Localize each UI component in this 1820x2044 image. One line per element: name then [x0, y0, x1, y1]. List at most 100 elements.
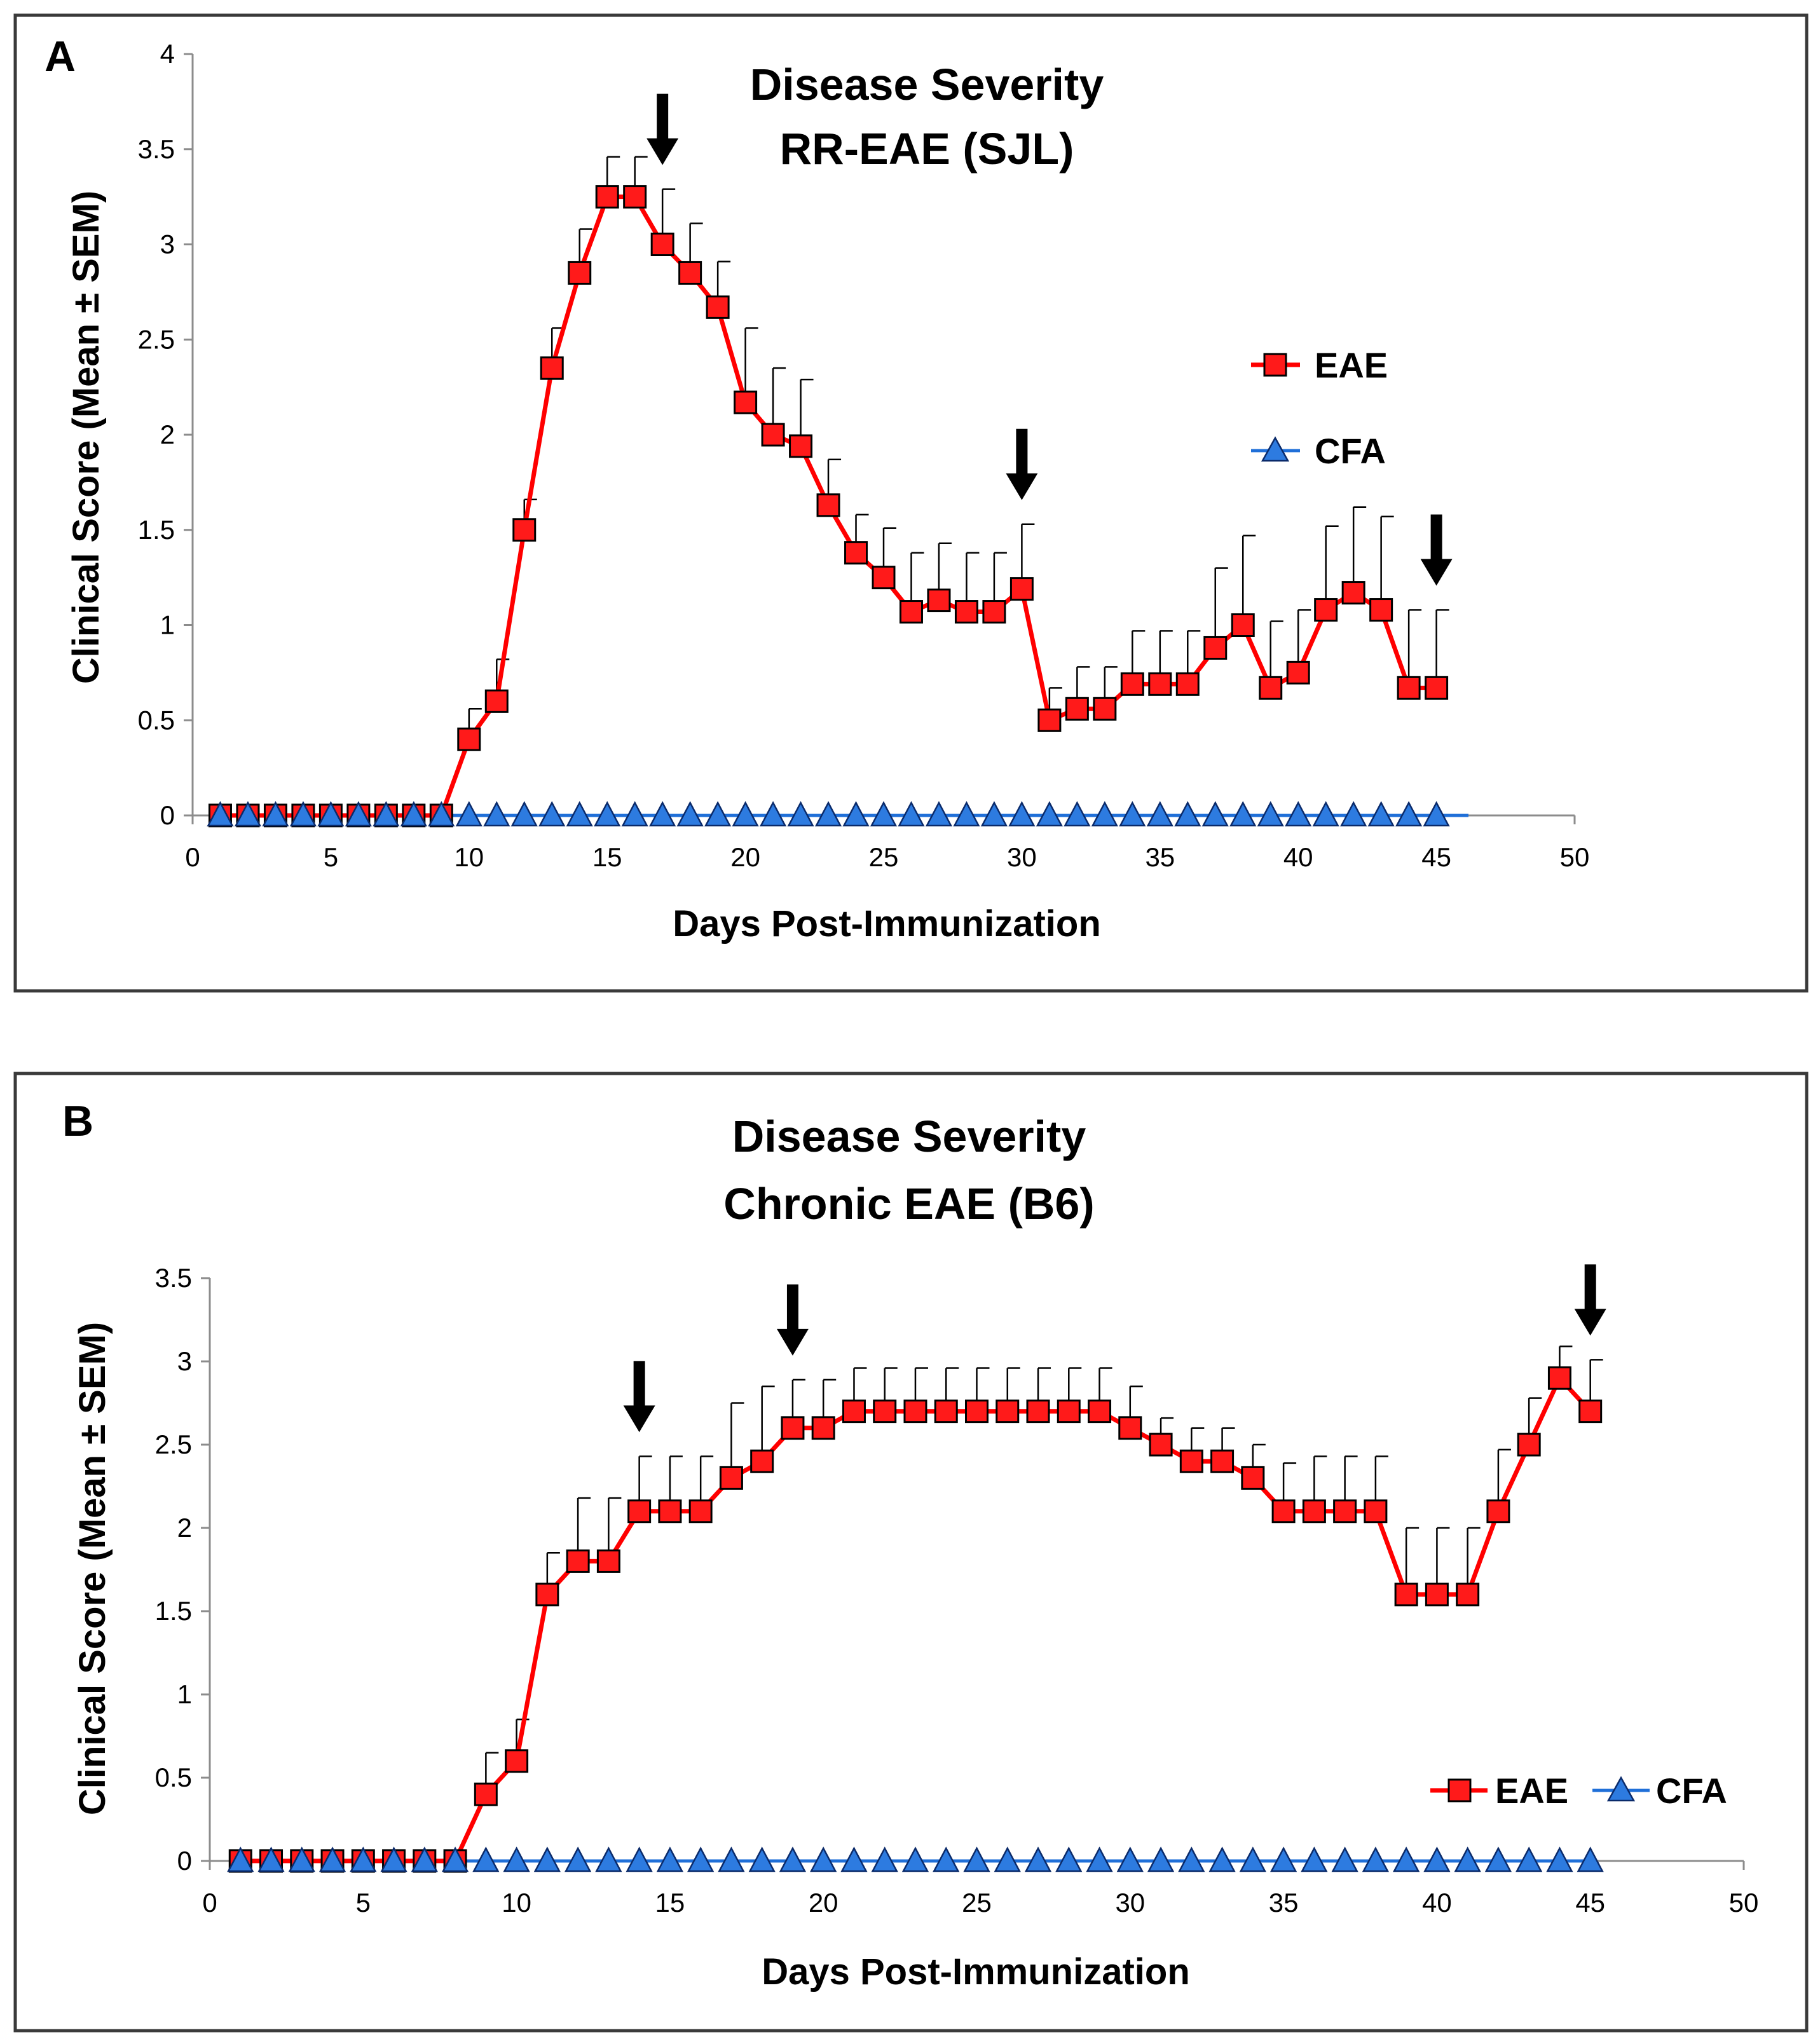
panel-a-cfa-point: [594, 801, 621, 827]
panel-b-eae-point: [1456, 1583, 1480, 1607]
panel-b-eae-point: [566, 1549, 590, 1573]
panel-a-cfa-point: [1008, 801, 1036, 827]
panel-b-cfa-point: [1270, 1846, 1297, 1872]
panel-b-y-tick-label: 0.5: [155, 1762, 192, 1792]
panel-b-x-tick-label: 45: [1575, 1888, 1605, 1918]
panel-a-cfa-point: [1174, 801, 1201, 827]
panel-a-y-tick-label: 3.5: [138, 134, 175, 164]
panel-b-cfa-point: [1178, 1846, 1205, 1872]
panel-a-eae-point: [1065, 697, 1089, 721]
panel-b-cfa-point: [1423, 1846, 1451, 1872]
panel-b-cfa-point: [533, 1846, 561, 1872]
panel-b-series: [227, 1346, 1604, 1873]
panel-b-y-tick-label: 3: [177, 1346, 192, 1376]
panel-a-eae-error-bar: [1325, 525, 1339, 610]
panel-b-eae-point: [1210, 1449, 1235, 1473]
panel-a-x-tick-label: 45: [1421, 842, 1451, 872]
panel-a-x-tick-label: 30: [1007, 842, 1037, 872]
panel-a-timepoint-arrow-icon: [1420, 514, 1453, 586]
panel-a-cfa-point: [925, 801, 953, 827]
panel-b-x-tick-label: 25: [962, 1888, 992, 1918]
panel-a-y-tick-label: 2.5: [138, 324, 175, 354]
panel-b-cfa-point: [748, 1846, 776, 1872]
panel-b-cfa-point: [1208, 1846, 1236, 1872]
panel-a-eae-point: [872, 566, 896, 590]
panel-b-arrows: [623, 1264, 1606, 1433]
panel-a-cfa-point: [566, 801, 593, 827]
panel-a-cfa-point: [953, 801, 980, 827]
panel-b-eae-point: [1026, 1400, 1050, 1424]
panel-b-cfa-point: [318, 1846, 346, 1872]
panel-a-eae-error-bar: [744, 327, 758, 403]
panel-a-cfa-point: [373, 801, 400, 827]
panel-a-frame: [13, 13, 1809, 993]
panel-b-cfa-point: [963, 1846, 990, 1872]
panel-b-eae-point: [1057, 1400, 1081, 1424]
panel-a-y-tick-label: 0.5: [138, 705, 175, 735]
panel-a-y-tick-label: 1: [160, 610, 175, 640]
panel-a-x-tick-label: 40: [1283, 842, 1313, 872]
panel-b-timepoint-arrow-icon: [776, 1284, 809, 1356]
panel-a-eae-point: [1037, 708, 1062, 732]
panel-a-cfa-point: [234, 801, 262, 827]
panel-b-eae-point: [1088, 1400, 1112, 1424]
panel-a-eae-point: [1314, 598, 1338, 622]
panel-b-y-tick-label: 2.5: [155, 1429, 192, 1459]
panel-b-cfa-point: [1577, 1846, 1604, 1872]
panel-a-y-tick-label: 1.5: [138, 515, 175, 545]
panel-b-cfa-point: [472, 1846, 500, 1872]
panel-a-cfa-point: [1395, 801, 1423, 827]
panel-b-x-tick-label: 0: [202, 1888, 217, 1918]
panel-b-letter: B: [62, 1097, 93, 1145]
panel-b-cfa-point: [1055, 1846, 1083, 1872]
panel-a-eae-error-bar: [1407, 609, 1422, 688]
panel-a-cfa-point: [760, 801, 787, 827]
panel-b-eae-point: [842, 1400, 866, 1424]
panel-b-legend-eae-marker: [1447, 1778, 1472, 1802]
panel-a-eae-point: [706, 295, 730, 319]
panel-b-cfa-point: [1086, 1846, 1113, 1872]
panel-b-cfa-point: [227, 1846, 254, 1872]
panel-b-cfa-point: [718, 1846, 745, 1872]
panel-a: A Disease Severity RR-EAE (SJL) 0 0.5 1 1.5…: [13, 13, 1809, 993]
panel-b-subtitle: Chronic EAE (B6): [723, 1179, 1094, 1229]
panel-b-eae-point: [658, 1499, 682, 1523]
panel-b-eae-point: [1547, 1366, 1571, 1390]
panel-b-cfa-point: [840, 1846, 868, 1872]
panel-b-cfa-point: [1454, 1846, 1481, 1872]
panel-a-eae-point: [484, 689, 509, 713]
panel-b-eae-point: [627, 1499, 652, 1523]
panel-a-x-tick-label: 50: [1560, 842, 1590, 872]
panel-b-eae-point: [719, 1466, 743, 1490]
panel-b-cfa-point: [1393, 1846, 1420, 1872]
panel-a-cfa-point: [1036, 801, 1063, 827]
panel-b-eae-point: [903, 1400, 927, 1424]
panel-b-eae-point: [934, 1400, 958, 1424]
panel-a-eae-point: [927, 589, 951, 613]
panel-b-x-tick-label: 50: [1729, 1888, 1759, 1918]
panel-a-cfa-point: [538, 801, 566, 827]
panel-a-cfa-point: [787, 801, 814, 827]
panel-b-cfa-point: [687, 1846, 715, 1872]
panel-a-eae-point: [1009, 577, 1034, 601]
panel-b-cfa-point: [380, 1846, 407, 1872]
panel-b-eae-point: [596, 1549, 620, 1573]
panel-a-cfa-point: [428, 801, 455, 827]
panel-a-y-tick-label: 3: [160, 229, 175, 259]
panel-a-eae-error-bar: [1242, 535, 1256, 625]
panel-a-letter: A: [44, 32, 76, 81]
panel-a-eae-point: [1397, 676, 1421, 700]
panel-a-x-tick-label: 0: [185, 842, 200, 872]
panel-b-eae-error-bar: [761, 1386, 775, 1462]
panel-b-eae-point: [1364, 1499, 1388, 1523]
panel-a-eae-point: [512, 518, 537, 542]
panel-b-cfa-point: [595, 1846, 622, 1872]
panel-a-arrows: [647, 93, 1453, 586]
panel-b-cfa-point: [1116, 1846, 1144, 1872]
panel-b-cfa-point: [1362, 1846, 1389, 1872]
panel-a-eae-error-bar: [1380, 515, 1394, 610]
panel-a-legend-eae-marker: [1263, 353, 1287, 377]
panel-a-cfa-point: [621, 801, 648, 827]
panel-b-cfa-point: [933, 1846, 960, 1872]
